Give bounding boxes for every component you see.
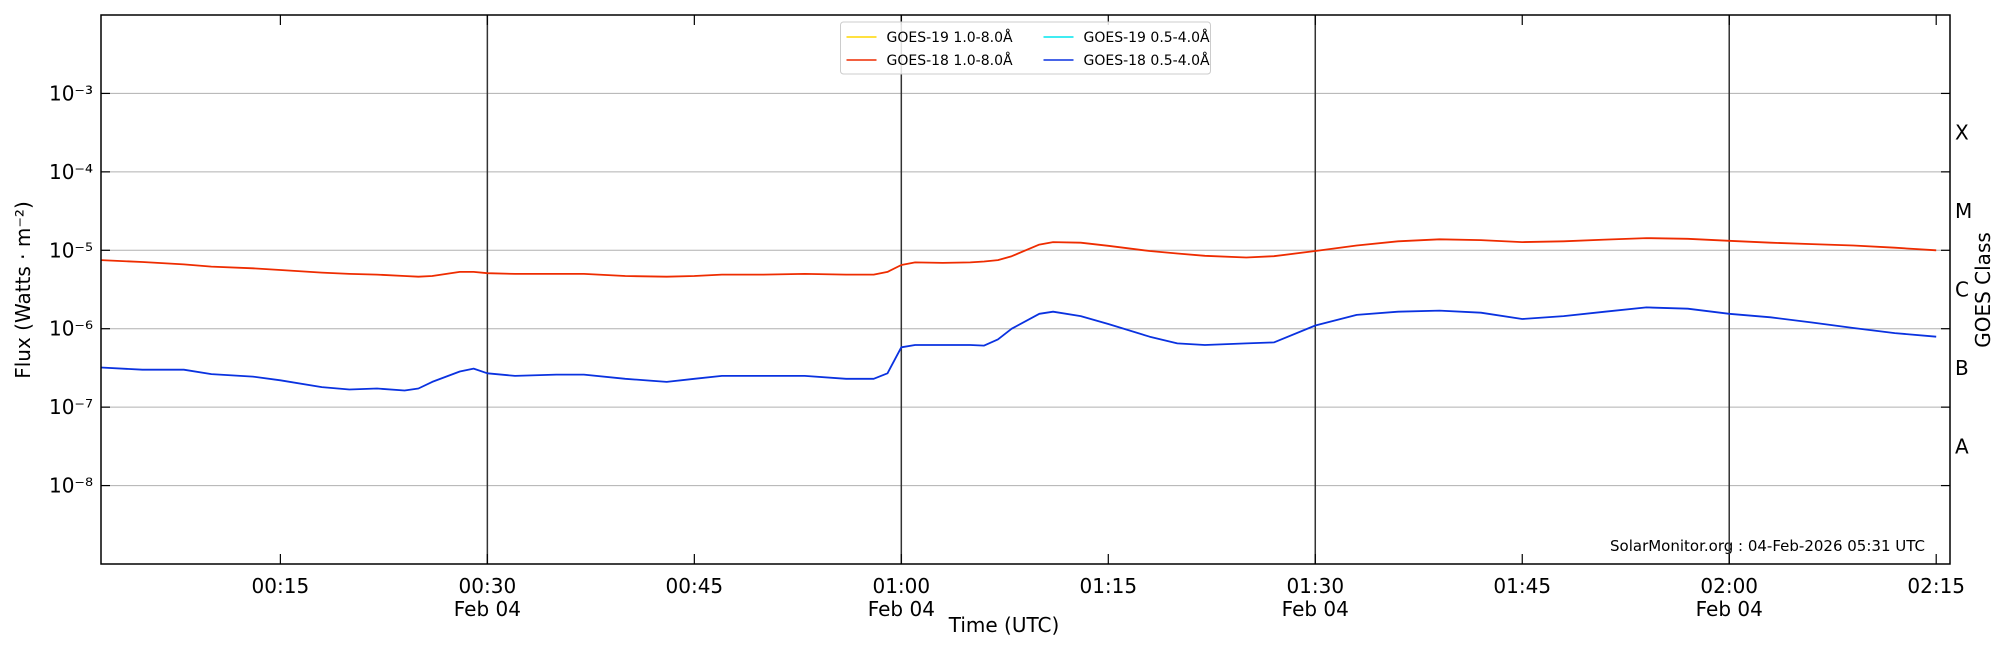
goes-class-label: M — [1955, 199, 1972, 223]
goes-class-label: C — [1955, 278, 1969, 302]
x-tick-label: Feb 04 — [1696, 597, 1763, 621]
x-tick-label: 00:30 — [459, 574, 517, 598]
x-tick-label: Feb 04 — [868, 597, 935, 621]
x-tick-label: Feb 04 — [454, 597, 521, 621]
x-tick-label: 02:15 — [1907, 574, 1965, 598]
legend-label: GOES-18 0.5-4.0Å — [1084, 52, 1210, 69]
goes-class-label: B — [1955, 356, 1969, 380]
legend-box — [840, 21, 1211, 75]
x-tick-label: 01:15 — [1079, 574, 1137, 598]
goes-class-label: A — [1955, 434, 1969, 458]
series-line — [100, 306, 1937, 392]
x-tick-label: 00:45 — [666, 574, 724, 598]
legend-label: GOES-19 0.5-4.0Å — [1084, 29, 1210, 46]
y-tick-label: 10⁻⁵ — [49, 238, 93, 262]
legend: GOES-19 1.0-8.0Å GOES-19 0.5-4.0Å GOES-18 … — [840, 21, 1211, 75]
x-tick-label: 00:15 — [252, 574, 310, 598]
x-axis-label: Time (UTC) — [948, 613, 1060, 637]
goes-class-label: X — [1955, 121, 1969, 145]
y2-axis-label: GOES Class — [1971, 232, 1995, 348]
x-tick-label: 01:30 — [1286, 574, 1344, 598]
x-tick-label: 01:00 — [872, 574, 930, 598]
y-axis-label: Flux (Watts · m⁻²) — [11, 201, 35, 379]
x-tick-label: 02:00 — [1700, 574, 1758, 598]
y-tick-label: 10⁻⁴ — [49, 160, 93, 184]
x-tick-label: 01:45 — [1493, 574, 1551, 598]
y-tick-label: 10⁻³ — [49, 81, 93, 105]
plot-frame — [100, 14, 1951, 565]
y-tick-label: 10⁻⁷ — [49, 395, 93, 419]
annotation: SolarMonitor.org : 04-Feb-2026 05:31 UTC — [1610, 537, 1925, 555]
y-tick-label: 10⁻⁶ — [49, 317, 93, 341]
series-line — [100, 237, 1937, 278]
legend-label: GOES-19 1.0-8.0Å — [887, 29, 1013, 46]
legend-label: GOES-18 1.0-8.0Å — [887, 52, 1013, 69]
x-tick-label: Feb 04 — [1282, 597, 1349, 621]
y-tick-label: 10⁻⁸ — [49, 474, 93, 498]
